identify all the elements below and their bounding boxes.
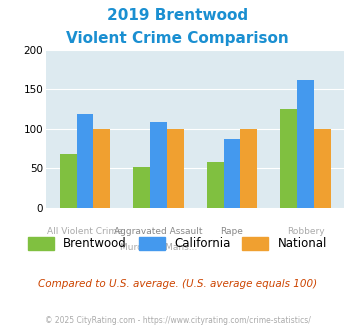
Text: Murder & Mans...: Murder & Mans... — [120, 243, 197, 251]
Bar — [167, 129, 184, 208]
Text: All Violent Crime: All Violent Crime — [47, 227, 123, 236]
Text: Violent Crime Comparison: Violent Crime Comparison — [66, 31, 289, 46]
Text: 2019 Brentwood: 2019 Brentwood — [107, 8, 248, 23]
Bar — [314, 129, 331, 208]
Text: Robbery: Robbery — [286, 227, 324, 236]
Bar — [280, 109, 297, 208]
Text: Compared to U.S. average. (U.S. average equals 100): Compared to U.S. average. (U.S. average … — [38, 279, 317, 289]
Bar — [60, 154, 77, 208]
Bar — [297, 80, 314, 208]
Bar — [224, 139, 240, 208]
Text: Rape: Rape — [220, 227, 244, 236]
Bar — [77, 115, 93, 208]
Legend: Brentwood, California, National: Brentwood, California, National — [23, 232, 332, 255]
Text: Aggravated Assault: Aggravated Assault — [114, 227, 203, 236]
Bar — [93, 129, 110, 208]
Bar — [240, 129, 257, 208]
Bar — [207, 162, 224, 208]
Text: © 2025 CityRating.com - https://www.cityrating.com/crime-statistics/: © 2025 CityRating.com - https://www.city… — [45, 316, 310, 325]
Bar — [133, 167, 150, 208]
Bar — [150, 122, 167, 208]
